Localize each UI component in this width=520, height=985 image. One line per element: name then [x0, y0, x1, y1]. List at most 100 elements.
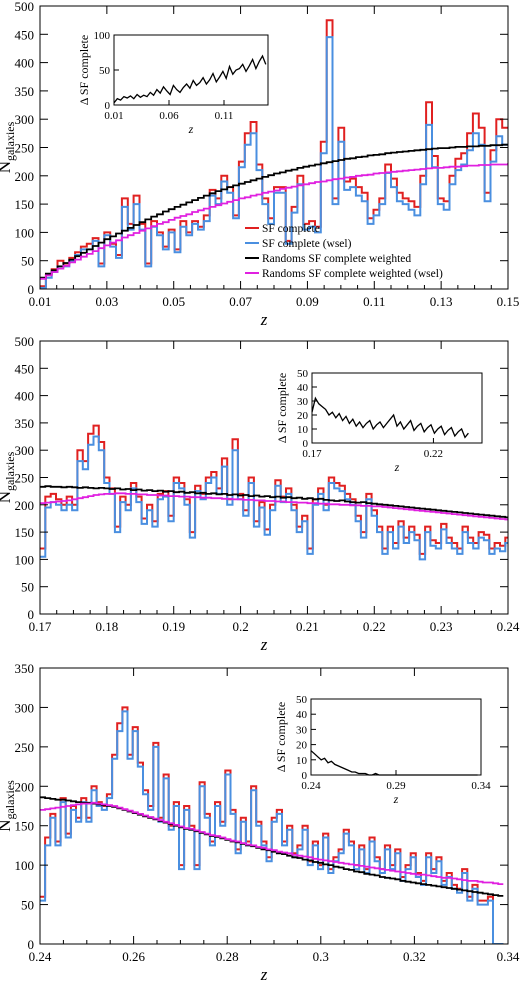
y-tick-label: 250 — [15, 740, 35, 755]
y-axis-label-sub: galaxies — [3, 451, 17, 491]
y-tick-label: 100 — [15, 552, 35, 567]
y-tick-label: 300 — [15, 443, 35, 458]
x-tick-label: 0.09 — [296, 294, 319, 309]
y-axis-label-main: N — [0, 820, 14, 832]
x-axis-label: z — [260, 635, 268, 654]
y-tick-label: 350 — [15, 661, 35, 676]
y-axis-label-sub: galaxies — [3, 780, 17, 820]
y-tick-label: 0 — [28, 607, 35, 622]
series-line-sf-complete-wsel- — [40, 435, 508, 561]
inset-x-axis-label: z — [394, 460, 400, 474]
series-line-randoms-sf-complete-weighted-wsel- — [40, 492, 508, 521]
inset-y-tick-label: 10 — [297, 424, 309, 436]
inset-x-tick-label: 0.29 — [386, 780, 406, 792]
series-group — [40, 424, 508, 561]
chart-panel-bottom: 0.24 0.26 0.28 0.3 0.32 0.3405010015020025030… — [0, 661, 520, 984]
inset-y-tick-label: 10 — [296, 755, 308, 767]
inset-y-tick-label: 30 — [297, 396, 309, 408]
x-tick-label: 0.23 — [430, 619, 453, 634]
x-tick-label: 0.11 — [363, 294, 385, 309]
series-line-sf-complete — [40, 424, 508, 555]
x-tick-label: 0.3 — [313, 949, 329, 964]
y-tick-label: 250 — [15, 471, 35, 486]
series-line-randoms-sf-complete-weighted-wsel- — [40, 801, 504, 885]
series-line-randoms-sf-complete-weighted-wsel- — [40, 163, 508, 280]
x-tick-label: 0.32 — [403, 949, 426, 964]
inset-y-tick-label: 50 — [297, 368, 309, 380]
inset-y-tick-label: 40 — [297, 382, 309, 394]
y-axis-label: Ngalaxies — [0, 451, 17, 503]
legend-label: Randoms SF complete weighted (wsel) — [262, 268, 443, 280]
inset-y-axis-label: Δ SF complete — [275, 373, 289, 443]
inset-x-tick-label: 0.24 — [301, 780, 321, 792]
y-tick-label: 400 — [15, 389, 35, 404]
x-tick-label: 0.2 — [232, 619, 248, 634]
inset-y-tick-label: 30 — [296, 724, 308, 736]
chart-panel-middle: 0.17 0.18 0.19 0.2 0.21 0.22 0.23 0.24050100150… — [0, 334, 520, 654]
inset-x-tick-label: 0.22 — [424, 448, 443, 460]
inset-series-line — [113, 54, 267, 104]
x-tick-label: 0.26 — [122, 949, 145, 964]
y-axis-label: Ngalaxies — [0, 780, 17, 832]
y-tick-label: 0 — [28, 282, 35, 297]
y-tick-label: 450 — [15, 361, 35, 376]
x-tick-label: 0.21 — [296, 619, 319, 634]
y-tick-label: 450 — [15, 27, 35, 42]
y-tick-label: 400 — [15, 56, 35, 71]
y-axis-label-main: N — [0, 161, 14, 173]
y-tick-label: 100 — [15, 858, 35, 873]
inset-y-tick-label: 100 — [94, 30, 111, 42]
x-tick-label: 0.01 — [29, 294, 52, 309]
inset-y-tick-label: 50 — [99, 65, 111, 77]
x-axis-label: z — [260, 965, 268, 984]
inset-x-axis-label: z — [393, 792, 399, 806]
y-tick-label: 200 — [15, 498, 35, 513]
x-tick-label: 0.22 — [363, 619, 386, 634]
x-tick-label: 0.07 — [229, 294, 252, 309]
inset-y-tick-label: 0 — [105, 100, 111, 112]
inset-chart: 0.01 0.06 0.11 0 50 100 z Δ SF complete — [77, 30, 269, 136]
y-tick-label: 150 — [15, 819, 35, 834]
y-axis-label-sub: galaxies — [3, 121, 17, 161]
x-tick-label: 0.15 — [497, 294, 520, 309]
inset-x-tick-label: 0.34 — [471, 780, 491, 792]
series-line-randoms-sf-complete-weighted — [40, 143, 508, 279]
series-line-sf-complete-wsel- — [40, 36, 508, 289]
y-tick-label: 200 — [15, 169, 35, 184]
inset-x-axis-label: z — [188, 122, 194, 136]
legend: SF complete SF complete (wsel) Randoms SF … — [245, 223, 443, 280]
inset-x-tick-label: 0.01 — [104, 110, 123, 122]
inset-y-tick-label: 50 — [296, 694, 308, 706]
series-line-sf-complete-wsel- — [40, 710, 504, 944]
y-tick-label: 500 — [15, 334, 35, 349]
legend-label: SF complete (wsel) — [262, 238, 352, 250]
series-group — [40, 706, 504, 944]
x-tick-label: 0.28 — [216, 949, 239, 964]
y-tick-label: 500 — [15, 0, 35, 14]
inset-x-tick-label: 0.06 — [159, 110, 179, 122]
inset-y-axis-label: Δ SF complete — [274, 702, 288, 772]
y-tick-label: 350 — [15, 84, 35, 99]
y-tick-label: 300 — [15, 112, 35, 127]
inset-y-axis-label: Δ SF complete — [77, 35, 91, 105]
inset-y-tick-label: 20 — [296, 740, 308, 752]
inset-series-line — [311, 396, 469, 439]
inset-x-tick-label: 0.11 — [215, 110, 234, 122]
x-tick-label: 0.24 — [29, 949, 52, 964]
y-tick-label: 300 — [15, 700, 35, 715]
y-tick-label: 50 — [21, 254, 34, 269]
inset-frame — [311, 372, 483, 444]
x-tick-label: 0.05 — [162, 294, 185, 309]
inset-series-line — [310, 750, 478, 776]
y-tick-label: 150 — [15, 197, 35, 212]
inset-chart: 0.17 0.22 0 10 20 30 40 50 z Δ SF complete — [275, 368, 483, 474]
inset-chart: 0.24 0.29 0.34 0 10 20 30 40 50 z Δ SF complete — [274, 694, 491, 806]
x-tick-label: 0.18 — [95, 619, 118, 634]
legend-label: SF complete — [262, 223, 320, 235]
x-tick-label: 0.24 — [497, 619, 520, 634]
x-tick-label: 0.03 — [95, 294, 118, 309]
y-tick-label: 150 — [15, 525, 35, 540]
x-tick-label: 0.19 — [162, 619, 185, 634]
inset-y-tick-label: 20 — [297, 410, 309, 422]
